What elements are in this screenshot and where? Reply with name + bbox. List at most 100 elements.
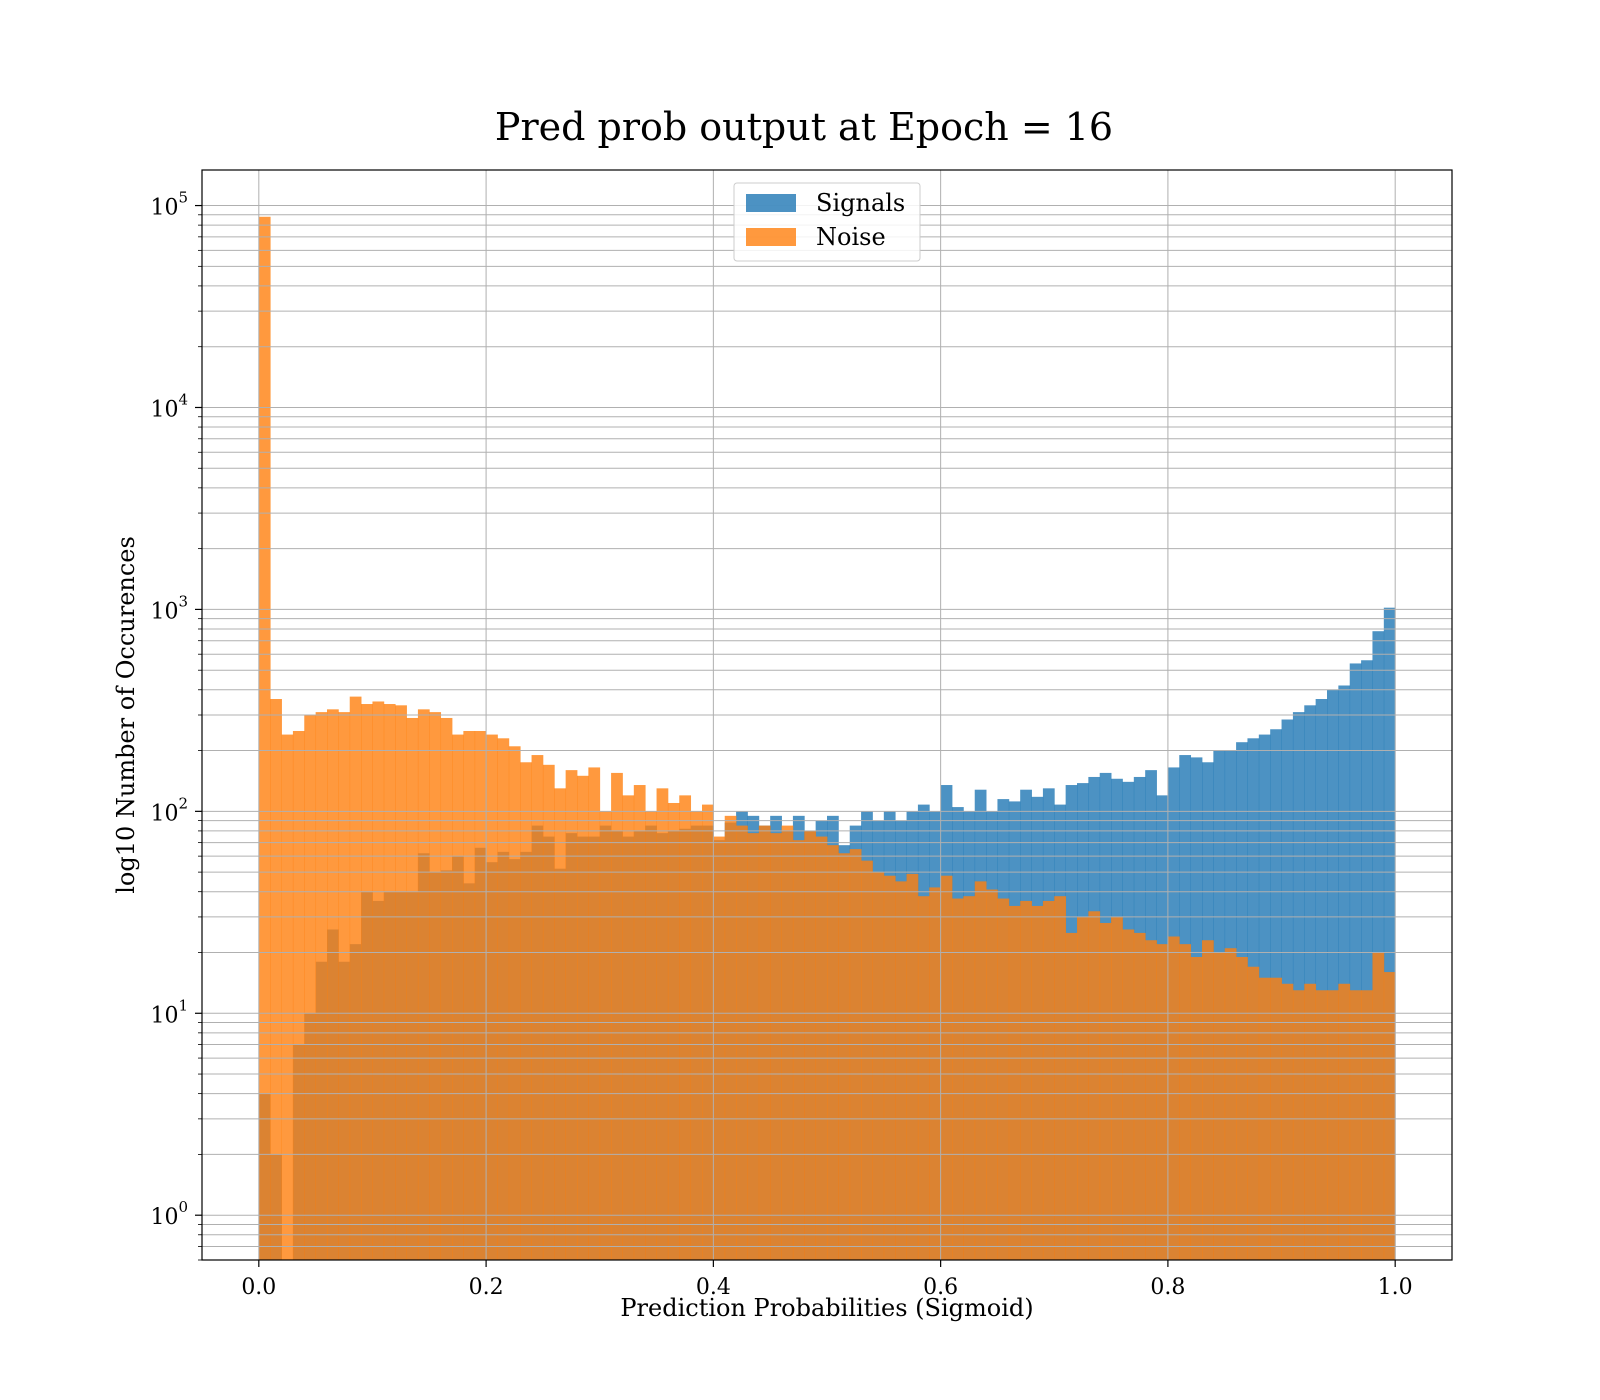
noise-bar — [315, 712, 328, 1260]
noise-bar — [1054, 896, 1067, 1260]
noise-bar — [1327, 990, 1339, 1260]
noise-bar — [1315, 990, 1328, 1260]
noise-bar — [542, 764, 555, 1260]
noise-bar — [304, 715, 317, 1260]
noise-bar — [792, 840, 805, 1260]
chart-title: Pred prob output at Epoch = 16 — [495, 105, 1113, 149]
noise-bar — [736, 825, 748, 1260]
noise-bar — [349, 696, 362, 1260]
y-axis-label: log10 Number of Occurences — [112, 536, 140, 894]
noise-bar — [1167, 936, 1180, 1260]
noise-bar — [372, 701, 385, 1260]
noise-bar — [1099, 922, 1112, 1260]
noise-bar — [452, 734, 464, 1260]
noise-bar — [1372, 952, 1385, 1260]
noise-bar — [838, 853, 851, 1260]
x-tick-label: 0.0 — [241, 1275, 276, 1300]
noise-bar — [497, 738, 510, 1260]
signals-bar — [1327, 689, 1339, 1260]
noise-bar — [258, 216, 271, 1260]
noise-bar — [486, 734, 498, 1260]
signals-bar — [1292, 712, 1305, 1260]
x-axis-ticks: 0.0 0.2 0.4 0.6 0.8 1.0 — [241, 1260, 1413, 1300]
noise-bar — [1133, 932, 1146, 1260]
noise-bar — [292, 730, 305, 1260]
noise-bar — [861, 860, 873, 1260]
noise-bar — [531, 755, 544, 1260]
noise-bar — [1202, 940, 1214, 1260]
noise-bar — [1190, 956, 1203, 1260]
noise-bar — [1292, 990, 1305, 1260]
x-tick-label: 0.2 — [469, 1275, 504, 1300]
noise-bar — [781, 825, 794, 1260]
noise-bar — [986, 889, 998, 1260]
noise-bar — [1156, 944, 1169, 1260]
noise-bar — [1020, 900, 1032, 1260]
x-tick-label: 0.4 — [696, 1275, 731, 1300]
noise-bar — [713, 836, 726, 1260]
noise-bar — [622, 795, 635, 1260]
noise-bar — [1338, 983, 1351, 1260]
noise-bar — [270, 699, 282, 1260]
noise-bar — [463, 730, 476, 1260]
noise-bar — [327, 709, 339, 1260]
x-tick-label: 0.6 — [923, 1275, 958, 1300]
noise-bar — [1145, 940, 1157, 1260]
signals-bar — [1315, 699, 1328, 1260]
noise-bar — [1031, 905, 1044, 1260]
noise-bar — [1179, 944, 1192, 1260]
noise-bar — [429, 712, 442, 1260]
noise-bar — [565, 770, 578, 1260]
y-tick-label: 103 — [150, 592, 188, 624]
noise-bar — [667, 802, 680, 1260]
noise-bar — [338, 712, 351, 1260]
y-axis-ticks: 100 101 102 103 104 105 — [150, 189, 202, 1261]
noise-bar — [906, 873, 919, 1260]
noise-bar — [849, 849, 862, 1260]
noise-bar — [1122, 929, 1135, 1260]
noise-bar — [940, 875, 953, 1260]
noise-series — [258, 216, 1396, 1260]
noise-bar — [395, 705, 407, 1260]
y-tick-label: 104 — [150, 390, 188, 422]
grid-lines — [202, 170, 1452, 1261]
legend-label-noise: Noise — [816, 223, 886, 251]
noise-bar — [724, 815, 737, 1260]
noise-bar — [758, 825, 771, 1260]
signals-bar — [1338, 685, 1351, 1260]
noise-bar — [417, 709, 430, 1260]
noise-bar — [1088, 911, 1101, 1260]
noise-bar — [827, 845, 839, 1260]
noise-bar — [554, 788, 567, 1260]
noise-bar — [883, 875, 896, 1260]
y-tick-label: 105 — [150, 189, 188, 221]
noise-bar — [281, 734, 294, 1260]
legend: Signals Noise — [733, 182, 921, 262]
x-tick-label: 1.0 — [1378, 1275, 1413, 1300]
noise-bar — [804, 830, 817, 1260]
noise-bar — [1236, 956, 1248, 1260]
noise-bar — [406, 717, 419, 1260]
signals-bar — [1372, 631, 1385, 1260]
noise-bar — [611, 772, 623, 1260]
noise-bar — [1304, 983, 1317, 1260]
noise-bar — [1349, 990, 1362, 1260]
noise-bar — [1042, 900, 1055, 1260]
noise-bar — [645, 811, 657, 1260]
noise-bar — [872, 872, 885, 1260]
noise-bar — [770, 833, 782, 1260]
signals-bar — [1304, 705, 1317, 1260]
noise-bar — [952, 898, 964, 1260]
legend-label-signals: Signals — [816, 189, 905, 217]
noise-bar — [508, 746, 521, 1260]
legend-swatch-signals — [746, 194, 796, 212]
noise-bar — [815, 836, 828, 1260]
noise-bar — [747, 833, 760, 1260]
legend-swatch-noise — [746, 228, 796, 246]
noise-bar — [474, 730, 487, 1260]
noise-bar — [690, 811, 703, 1260]
noise-bar — [1077, 916, 1089, 1260]
noise-bar — [599, 811, 612, 1260]
noise-bar — [1111, 916, 1123, 1260]
noise-bar — [1065, 932, 1078, 1260]
